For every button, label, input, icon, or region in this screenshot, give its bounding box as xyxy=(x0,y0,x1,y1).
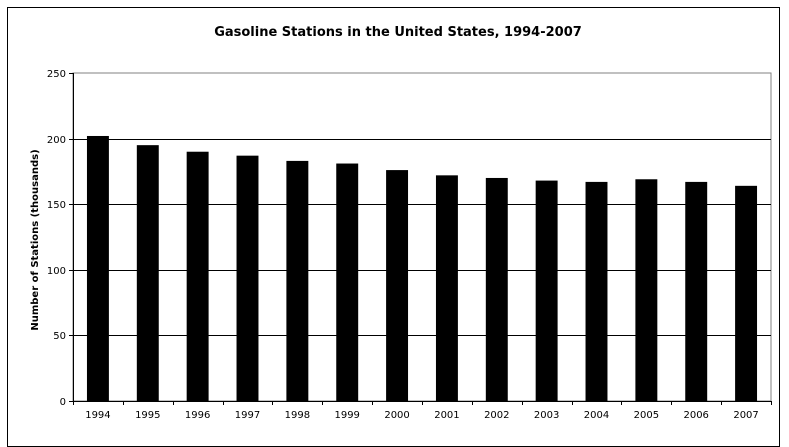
bar-2007 xyxy=(735,185,758,401)
y-tick-label-0: 0 xyxy=(60,397,66,408)
x-tick-label-1995: 1995 xyxy=(135,410,160,421)
x-tick-label-2003: 2003 xyxy=(534,410,559,421)
y-axis-label: Number of Stations (thousands) xyxy=(30,149,41,330)
bar-1997 xyxy=(236,155,259,401)
bar-1998 xyxy=(286,160,309,401)
x-tick-label-2004: 2004 xyxy=(584,410,609,421)
bar-2002 xyxy=(485,177,508,401)
x-tick-label-2001: 2001 xyxy=(434,410,459,421)
bar-1999 xyxy=(336,163,359,401)
bar-2004 xyxy=(585,181,608,401)
plot-area: 0 50 100 150 200 250 1994 1995 1996 1997 1998 1999 2… xyxy=(47,69,772,421)
x-tick-label-2007: 2007 xyxy=(733,410,758,421)
plot-border xyxy=(72,72,772,402)
bar-2000 xyxy=(386,170,409,401)
x-tick-label-1996: 1996 xyxy=(185,410,210,421)
bar-chart: Gasoline Stations in the United States, … xyxy=(30,25,772,421)
x-tick-label-1998: 1998 xyxy=(285,410,310,421)
x-tick-label-1997: 1997 xyxy=(235,410,260,421)
bar-2003 xyxy=(535,180,558,401)
x-tick-label-1994: 1994 xyxy=(85,410,110,421)
y-tick-label-200: 200 xyxy=(47,135,66,146)
bar-2005 xyxy=(635,179,658,401)
chart-title: Gasoline Stations in the United States, … xyxy=(214,25,582,40)
bar-2006 xyxy=(685,181,708,401)
x-tick-label-1999: 1999 xyxy=(334,410,359,421)
bar-1996 xyxy=(186,151,209,401)
x-tick-label-2000: 2000 xyxy=(384,410,409,421)
bar-1994 xyxy=(86,135,109,402)
x-tick-label-2002: 2002 xyxy=(484,410,509,421)
y-tick-label-100: 100 xyxy=(47,266,66,277)
y-tick-label-150: 150 xyxy=(47,200,66,211)
bar-2001 xyxy=(435,175,458,401)
x-tick-label-2005: 2005 xyxy=(634,410,659,421)
bar-1995 xyxy=(136,145,159,401)
y-tick-label-250: 250 xyxy=(47,69,66,80)
y-tick-label-50: 50 xyxy=(53,331,66,342)
x-tick-label-2006: 2006 xyxy=(683,410,708,421)
